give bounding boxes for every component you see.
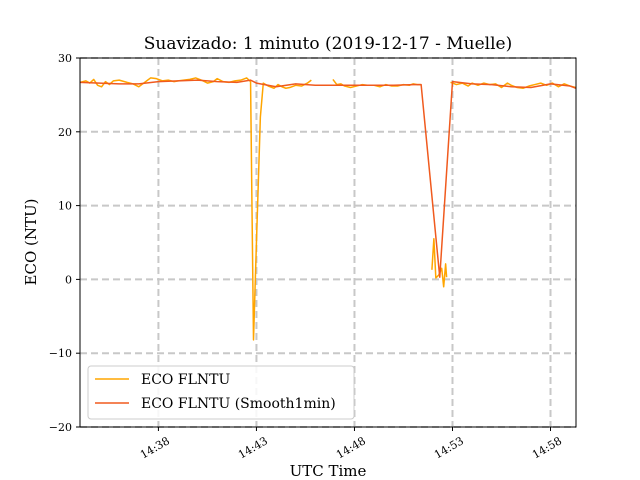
legend-label-eco-flntu-smooth: ECO FLNTU (Smooth1min) — [141, 396, 336, 412]
plot-frame — [79, 57, 577, 428]
y-tick-label: 0 — [65, 273, 72, 286]
legend-label-eco-flntu: ECO FLNTU — [141, 372, 230, 388]
y-tick-label: 10 — [58, 200, 72, 213]
x-axis-label: UTC Time — [290, 462, 367, 480]
y-tick-label: −20 — [49, 421, 72, 434]
y-axis-label: ECO (NTU) — [22, 199, 40, 286]
series-layer — [80, 77, 576, 341]
legend-box — [87, 365, 355, 420]
legend: ECO FLNTU ECO FLNTU (Smooth1min) — [87, 365, 355, 420]
y-tick-label: 30 — [58, 52, 72, 65]
series-line-eco-flntu-smooth — [80, 79, 576, 278]
chart-title: Suavizado: 1 minuto (2019-12-17 - Muelle… — [144, 34, 512, 54]
series-line-eco-flntu — [80, 77, 312, 341]
y-tick-label: −10 — [49, 347, 72, 360]
y-tick-label: 20 — [58, 126, 72, 139]
